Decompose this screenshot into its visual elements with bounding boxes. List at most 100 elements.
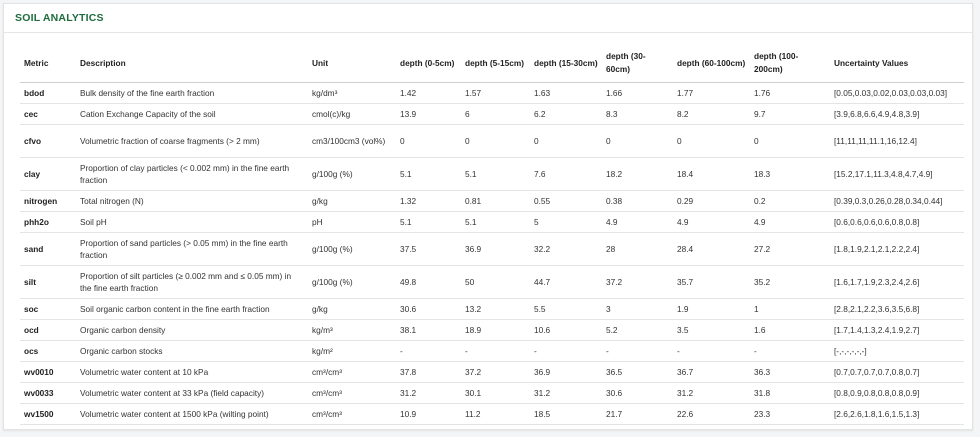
depth-5-15-cell: 13.2 bbox=[461, 298, 530, 320]
header-depth-0-5: depth (0-5cm) bbox=[396, 44, 461, 83]
depth-30-60-cell: 1.66 bbox=[602, 82, 673, 104]
depth-15-30-cell: 10.6 bbox=[530, 319, 602, 341]
header-metric: Metric bbox=[20, 44, 76, 83]
header-uncertainty: Uncertainty Values bbox=[830, 44, 964, 83]
table-row: wv0010 Volumetric water content at 10 kPa… bbox=[20, 361, 964, 383]
depth-5-15-cell: 50 bbox=[461, 265, 530, 299]
metric-cell: cec bbox=[20, 103, 76, 125]
uncertainty-cell: [0.8,0.9,0.8,0.8,0.8,0.9] bbox=[830, 382, 964, 404]
depth-30-60-cell: 18.2 bbox=[602, 157, 673, 191]
metric-cell: clay bbox=[20, 157, 76, 191]
depth-30-60-cell: 21.7 bbox=[602, 403, 673, 425]
depth-5-15-cell: 0 bbox=[461, 124, 530, 158]
depth-60-100-cell: 35.7 bbox=[673, 265, 750, 299]
depth-5-15-cell: 11.2 bbox=[461, 403, 530, 425]
description-cell: Volumetric fraction of coarse fragments … bbox=[76, 124, 308, 158]
metric-cell: cfvo bbox=[20, 124, 76, 158]
description-cell: Proportion of silt particles (≥ 0.002 mm… bbox=[76, 265, 308, 299]
depth-100-200-cell: 4.9 bbox=[750, 211, 830, 233]
depth-60-100-cell: - bbox=[673, 340, 750, 362]
table-row: phh2o Soil pH pH 5.1 5.1 5 4.9 4.9 4.9 [0.6,0.6,0… bbox=[20, 211, 964, 233]
metric-cell: sand bbox=[20, 232, 76, 266]
depth-15-30-cell: 7.6 bbox=[530, 157, 602, 191]
depth-60-100-cell: 31.2 bbox=[673, 382, 750, 404]
uncertainty-cell: [2.8,2.1,2.2,3.6,3.5,6.8] bbox=[830, 298, 964, 320]
uncertainty-cell: [0.6,0.6,0.6,0.6,0.8,0.8] bbox=[830, 211, 964, 233]
depth-15-30-cell: 5.5 bbox=[530, 298, 602, 320]
depth-5-15-cell: 18.9 bbox=[461, 319, 530, 341]
depth-60-100-cell: 18.4 bbox=[673, 157, 750, 191]
header-depth-5-15: depth (5-15cm) bbox=[461, 44, 530, 83]
depth-30-60-cell: 5.2 bbox=[602, 319, 673, 341]
header-depth-100-200: depth (100-200cm) bbox=[750, 44, 830, 83]
header-depth-15-30: depth (15-30cm) bbox=[530, 44, 602, 83]
depth-100-200-cell: 0 bbox=[750, 124, 830, 158]
metric-cell: ocs bbox=[20, 340, 76, 362]
depth-0-5-cell: - bbox=[396, 340, 461, 362]
depth-60-100-cell: 22.6 bbox=[673, 403, 750, 425]
depth-100-200-cell: 1 bbox=[750, 298, 830, 320]
table-body: bdod Bulk density of the fine earth fract… bbox=[20, 82, 964, 425]
depth-60-100-cell: 36.7 bbox=[673, 361, 750, 383]
depth-0-5-cell: 13.9 bbox=[396, 103, 461, 125]
depth-100-200-cell: - bbox=[750, 340, 830, 362]
depth-30-60-cell: - bbox=[602, 340, 673, 362]
table-header-row: Metric Description Unit depth (0-5cm) de… bbox=[20, 44, 964, 83]
table-row: ocs Organic carbon stocks kg/m² - - - - - - [-,-,… bbox=[20, 340, 964, 362]
soil-metrics-table: Metric Description Unit depth (0-5cm) de… bbox=[20, 44, 964, 425]
uncertainty-cell: [11,11,11,11.1,16,12.4] bbox=[830, 124, 964, 158]
depth-5-15-cell: 5.1 bbox=[461, 157, 530, 191]
description-cell: Volumetric water content at 10 kPa bbox=[76, 361, 308, 383]
depth-100-200-cell: 23.3 bbox=[750, 403, 830, 425]
metric-cell: bdod bbox=[20, 82, 76, 104]
depth-100-200-cell: 31.8 bbox=[750, 382, 830, 404]
description-cell: Organic carbon stocks bbox=[76, 340, 308, 362]
metric-cell: phh2o bbox=[20, 211, 76, 233]
depth-15-30-cell: 31.2 bbox=[530, 382, 602, 404]
depth-15-30-cell: 36.9 bbox=[530, 361, 602, 383]
table-row: bdod Bulk density of the fine earth fract… bbox=[20, 82, 964, 104]
depth-30-60-cell: 0.38 bbox=[602, 190, 673, 212]
metric-cell: nitrogen bbox=[20, 190, 76, 212]
depth-0-5-cell: 1.32 bbox=[396, 190, 461, 212]
unit-cell: kg/m² bbox=[308, 340, 396, 362]
panel-title: SOIL ANALYTICS bbox=[15, 12, 104, 24]
uncertainty-cell: [3.9,6.8,6.6,4.9,4.8,3.9] bbox=[830, 103, 964, 125]
depth-15-30-cell: 18.5 bbox=[530, 403, 602, 425]
depth-0-5-cell: 10.9 bbox=[396, 403, 461, 425]
unit-cell: pH bbox=[308, 211, 396, 233]
depth-0-5-cell: 38.1 bbox=[396, 319, 461, 341]
unit-cell: cmol(c)/kg bbox=[308, 103, 396, 125]
table-row: cfvo Volumetric fraction of coarse fragme… bbox=[20, 124, 964, 158]
depth-5-15-cell: 1.57 bbox=[461, 82, 530, 104]
description-cell: Total nitrogen (N) bbox=[76, 190, 308, 212]
depth-60-100-cell: 4.9 bbox=[673, 211, 750, 233]
uncertainty-cell: [0.39,0.3,0.26,0.28,0.34,0.44] bbox=[830, 190, 964, 212]
description-cell: Volumetric water content at 1500 kPa (wi… bbox=[76, 403, 308, 425]
depth-60-100-cell: 28.4 bbox=[673, 232, 750, 266]
description-cell: Organic carbon density bbox=[76, 319, 308, 341]
depth-100-200-cell: 36.3 bbox=[750, 361, 830, 383]
header-depth-30-60: depth (30-60cm) bbox=[602, 44, 673, 83]
description-cell: Proportion of clay particles (< 0.002 mm… bbox=[76, 157, 308, 191]
depth-60-100-cell: 0.29 bbox=[673, 190, 750, 212]
depth-15-30-cell: 32.2 bbox=[530, 232, 602, 266]
description-cell: Soil organic carbon content in the fine … bbox=[76, 298, 308, 320]
uncertainty-cell: [15.2,17.1,11.3,4.8,4.7,4.9] bbox=[830, 157, 964, 191]
table-row: wv0033 Volumetric water content at 33 kPa… bbox=[20, 382, 964, 404]
depth-5-15-cell: 36.9 bbox=[461, 232, 530, 266]
unit-cell: g/kg bbox=[308, 298, 396, 320]
metric-cell: ocd bbox=[20, 319, 76, 341]
unit-cell: kg/dm³ bbox=[308, 82, 396, 104]
description-cell: Volumetric water content at 33 kPa (fiel… bbox=[76, 382, 308, 404]
unit-cell: g/100g (%) bbox=[308, 265, 396, 299]
depth-5-15-cell: 5.1 bbox=[461, 211, 530, 233]
table-row: sand Proportion of sand particles (> 0.05… bbox=[20, 232, 964, 266]
depth-0-5-cell: 1.42 bbox=[396, 82, 461, 104]
depth-15-30-cell: 1.63 bbox=[530, 82, 602, 104]
depth-0-5-cell: 37.5 bbox=[396, 232, 461, 266]
depth-30-60-cell: 30.6 bbox=[602, 382, 673, 404]
depth-5-15-cell: 37.2 bbox=[461, 361, 530, 383]
depth-0-5-cell: 49.8 bbox=[396, 265, 461, 299]
description-cell: Soil pH bbox=[76, 211, 308, 233]
